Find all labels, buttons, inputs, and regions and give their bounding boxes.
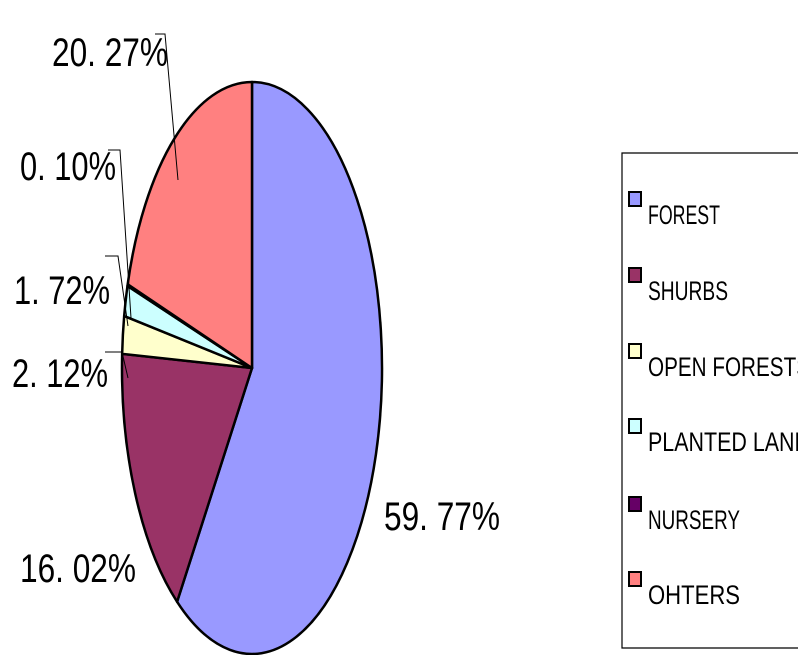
legend-label-planted-land: PLANTED LAND bbox=[648, 427, 798, 457]
legend-label-shurbs: SHURBS bbox=[648, 276, 728, 306]
legend-items: FOREST SHURBS OPEN FORESTS PLANTED LAND NURS… bbox=[628, 191, 798, 610]
leader-lines bbox=[105, 33, 179, 379]
data-label-shurbs: 16. 02% bbox=[20, 547, 136, 591]
data-labels: 59. 77% 16. 02% 2. 12% 1. 72% 0. 10% 20. 27% bbox=[12, 31, 500, 591]
leader-line-ohters bbox=[155, 33, 179, 181]
legend-label-ohters: OHTERS bbox=[648, 580, 740, 610]
data-label-ohters: 20. 27% bbox=[52, 31, 168, 75]
leader-line-nursery bbox=[108, 149, 132, 319]
pie-slice-shurbs bbox=[120, 352, 254, 604]
legend-swatch-ohters bbox=[628, 571, 642, 587]
legend-swatch-shurbs bbox=[628, 267, 642, 283]
data-label-planted-land: 1. 72% bbox=[14, 269, 110, 313]
legend-swatch-nursery bbox=[628, 496, 642, 512]
legend-border bbox=[621, 152, 798, 649]
legend-label-forest: FOREST bbox=[648, 200, 720, 230]
legend: FOREST SHURBS OPEN FORESTS PLANTED LAND NURS… bbox=[621, 152, 798, 649]
pie-slices bbox=[120, 80, 384, 656]
legend-swatch-forest bbox=[628, 191, 642, 207]
data-label-open-forests: 2. 12% bbox=[12, 352, 108, 396]
legend-label-nursery: NURSERY bbox=[648, 505, 740, 535]
pie-slice-forest bbox=[175, 80, 384, 656]
legend-swatch-open-forests bbox=[628, 343, 642, 359]
leader-line-open-forests bbox=[105, 351, 129, 379]
data-label-nursery: 0. 10% bbox=[20, 145, 116, 189]
data-label-forest: 59. 77% bbox=[384, 495, 500, 539]
legend-label-open-forests: OPEN FORESTS bbox=[648, 352, 798, 382]
legend-swatch-planted-land bbox=[628, 418, 642, 434]
leader-line-planted-land bbox=[105, 255, 129, 327]
